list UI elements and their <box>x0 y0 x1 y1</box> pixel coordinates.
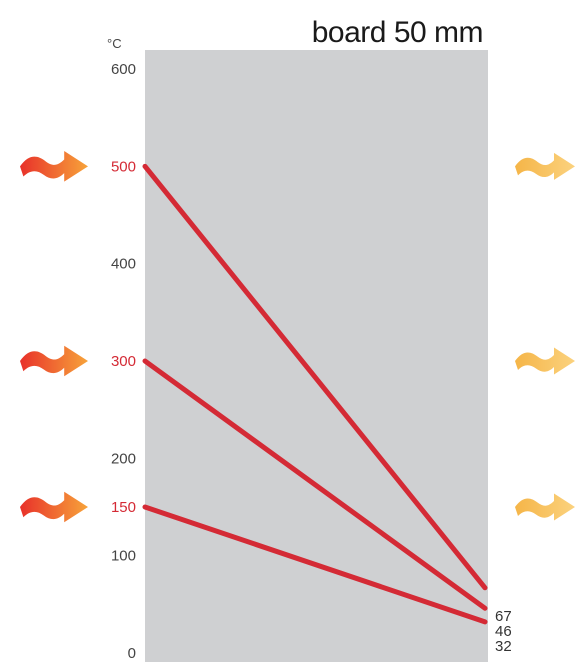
temperature-line <box>142 358 488 611</box>
end-temperature-label: 67 <box>495 608 512 625</box>
y-tick-label: 200 <box>111 450 136 467</box>
y-tick-label: 300 <box>111 353 136 370</box>
heat-arrow-icon <box>20 151 88 182</box>
board-section <box>145 50 488 662</box>
temperature-line <box>142 504 488 625</box>
y-tick-label: 500 <box>111 158 136 175</box>
y-tick-label: 100 <box>111 548 136 565</box>
heat-output-arrow-icon <box>515 347 575 375</box>
heat-arrow-icon <box>20 345 88 377</box>
y-axis-unit: °C <box>107 36 122 51</box>
heat-output-arrow-icon <box>515 493 575 521</box>
y-tick-label: 150 <box>111 499 136 516</box>
y-tick-label: 600 <box>111 61 136 78</box>
end-temperature-label: 46 <box>495 623 512 640</box>
heat-output-arrows <box>515 152 575 521</box>
chart-title: board 50 mm <box>312 16 483 49</box>
heat-output-arrow-icon <box>515 152 575 180</box>
temperature-line <box>142 163 488 591</box>
y-axis-ticks: 0 100 150 200 300 400 500 600 <box>111 61 136 662</box>
temperature-lines <box>142 163 488 625</box>
y-tick-label: 0 <box>128 645 136 662</box>
heat-source-arrows <box>20 151 88 523</box>
y-tick-label: 400 <box>111 256 136 273</box>
heat-arrow-icon <box>20 491 88 523</box>
end-temperature-label: 32 <box>495 638 512 655</box>
